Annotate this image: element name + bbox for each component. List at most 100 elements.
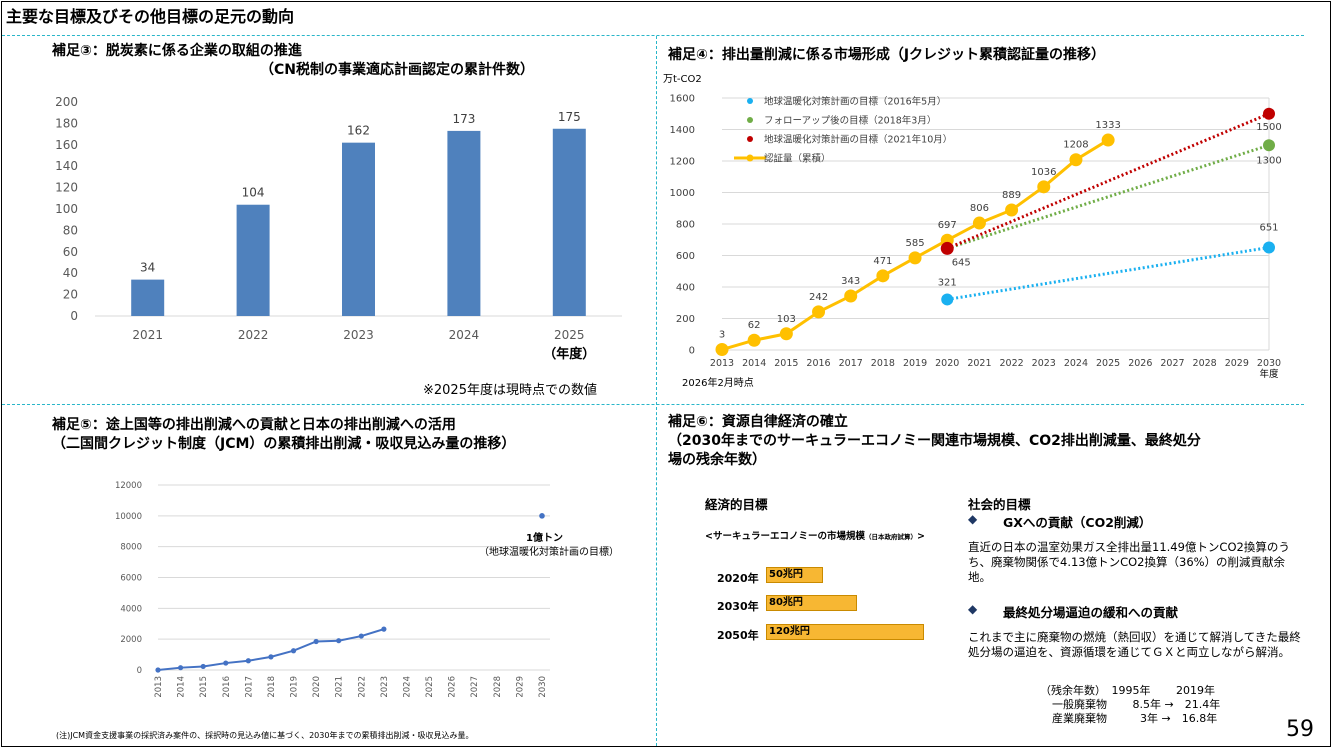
data-label: 343 — [841, 276, 860, 287]
landfill-text: これまで主に廃棄物の燃焼（熱回収）を通じて解消してきた最終処分場の逼迫を、資源循… — [968, 630, 1301, 659]
data-label: 1500 — [1256, 122, 1281, 133]
x-tick-label: 2015 — [774, 358, 798, 369]
legend-label: 地球温暖化対策計画の目標（2016年5月） — [764, 96, 946, 108]
legend-marker — [747, 136, 753, 142]
q6-subtitle: （2030年までのサーキュラーエコノミー関連市場規模、CO2排出削減量、最終処分 — [668, 433, 1201, 449]
certified-point — [812, 305, 826, 319]
x-tick-label: 2016 — [806, 358, 830, 369]
title-divider — [2, 35, 1304, 36]
x-tick-label: 2030 — [538, 676, 548, 698]
target-point — [1263, 139, 1275, 152]
data-label: 34 — [140, 261, 155, 275]
data-label: 651 — [1259, 222, 1278, 233]
data-label: 321 — [938, 277, 957, 288]
gx-heading: GXへの貢献（CO2削減） — [1003, 515, 1152, 530]
market-caption-small: （日本政府試算） — [864, 533, 917, 541]
certified-point — [715, 343, 729, 357]
jcm-point — [313, 638, 319, 645]
y-tick-label: 40 — [63, 266, 78, 280]
economic-heading: 経済的目標 — [705, 497, 768, 512]
data-label: 1036 — [1031, 167, 1056, 178]
target-label: （地球温暖化対策計画の目標） — [479, 545, 619, 558]
x-tick-label: 2020 — [935, 358, 959, 369]
market-caption-text: <サーキュラーエコノミーの市場規模 — [705, 531, 865, 542]
center-divider — [656, 36, 657, 746]
y-tick-label: 1600 — [670, 94, 695, 105]
y-tick-label: 0 — [70, 309, 78, 323]
legend-marker — [746, 154, 754, 162]
jcm-point — [177, 665, 184, 671]
target-point — [940, 241, 954, 255]
x-tick-label: 2013 — [154, 676, 164, 698]
data-label: 585 — [906, 238, 925, 249]
x-tick-label: 2018 — [267, 676, 277, 698]
legend-marker — [747, 117, 753, 123]
x-tick-label: 2020 — [312, 676, 322, 698]
stock-table-row1: 一般廃棄物 8.5年 → 21.4年 — [1052, 698, 1221, 711]
x-tick-label: 2025 — [1096, 358, 1120, 369]
bar-2024 — [447, 130, 481, 316]
x-tick-label: 2014 — [177, 676, 187, 698]
y-tick-label: 80 — [63, 223, 78, 237]
target-line — [946, 245, 1270, 301]
certified-point — [844, 289, 858, 303]
y-tick-label: 160 — [55, 138, 78, 152]
x-tick-label: 2026 — [1128, 358, 1152, 369]
legend-label: 地球温暖化対策計画の目標（2021年10月） — [764, 134, 952, 146]
stock-table-header: （残余年数） 1995年 2019年 — [1040, 684, 1215, 697]
y-tick-label: 120 — [55, 181, 78, 195]
jcm-point — [245, 658, 251, 664]
jcm-point — [358, 633, 364, 639]
y-axis-unit: 万t-CO2 — [663, 74, 702, 85]
x-tick-label: 2029 — [1225, 358, 1249, 369]
y-tick-label: 20 — [63, 288, 78, 302]
data-label: 175 — [558, 110, 581, 124]
y-tick-label: 800 — [676, 220, 695, 231]
y-tick-label: 200 — [55, 95, 78, 109]
x-tick-label: 2024 — [449, 328, 480, 342]
y-tick-label: 1400 — [670, 125, 695, 136]
q3-subtitle: （CN税制の事業適応計画認定の累計件数） — [260, 62, 534, 78]
q4-line-chart: 万t-CO2 0 200 400 600 800 1000 1200 1400 1600 2013 2… — [663, 74, 1282, 389]
data-label: 697 — [938, 220, 957, 231]
jcm-point — [268, 654, 274, 660]
x-tick-label: 2015 — [199, 676, 209, 698]
y-tick-label: 100 — [55, 202, 78, 216]
y-tick-label: 8000 — [120, 543, 142, 553]
x-tick-label: 2024 — [1064, 358, 1088, 369]
as-of-note: 2026年2月時点 — [682, 376, 754, 389]
target-point — [539, 513, 545, 519]
market-year-2030: 2030年 — [717, 600, 759, 613]
x-axis-unit: （年度） — [543, 346, 595, 362]
q3-bar-chart: 0 20 40 60 80 100 120 140 160 180 200 34 2021 104 2022… — [55, 95, 622, 362]
middle-divider — [2, 404, 1304, 405]
q5-line-chart: 0 2000 4000 6000 8000 10000 12000 2013 2014 2015 2… — [115, 481, 619, 698]
legend-marker — [747, 98, 753, 104]
jcm-point — [223, 660, 229, 666]
x-tick-label: 2019 — [290, 676, 300, 698]
market-caption-end: > — [916, 531, 925, 542]
target-value: 1億トン — [526, 531, 563, 544]
x-tick-label: 2029 — [515, 676, 525, 698]
data-label: 889 — [1002, 190, 1021, 201]
certified-point — [1005, 203, 1019, 217]
x-tick-label: 2027 — [470, 676, 480, 698]
certified-point — [876, 269, 890, 283]
y-tick-label: 200 — [676, 314, 695, 325]
y-tick-label: 2000 — [120, 635, 142, 645]
x-tick-label: 2024 — [402, 676, 412, 698]
y-tick-label: 12000 — [115, 481, 142, 491]
legend-label: 認証量（累積） — [764, 153, 831, 165]
x-tick-label: 2023 — [343, 328, 374, 342]
x-tick-label: 2018 — [871, 358, 895, 369]
certified-point — [1069, 153, 1083, 167]
q5-note: (注)JCM資金支援事業の採択済み案件の、採択時の見込み値に基づく、2030年ま… — [56, 731, 474, 740]
bar-2025 — [552, 128, 586, 316]
x-tick-label: 2030 — [1257, 358, 1281, 369]
social-heading: 社会的目標 — [968, 497, 1031, 512]
data-label: 1333 — [1095, 120, 1120, 131]
x-tick-label: 2021 — [132, 328, 163, 342]
q4-title: 補足④：排出量削減に係る市場形成（Jクレジット累積認証量の推移） — [668, 47, 1106, 63]
data-label: 162 — [347, 124, 370, 138]
